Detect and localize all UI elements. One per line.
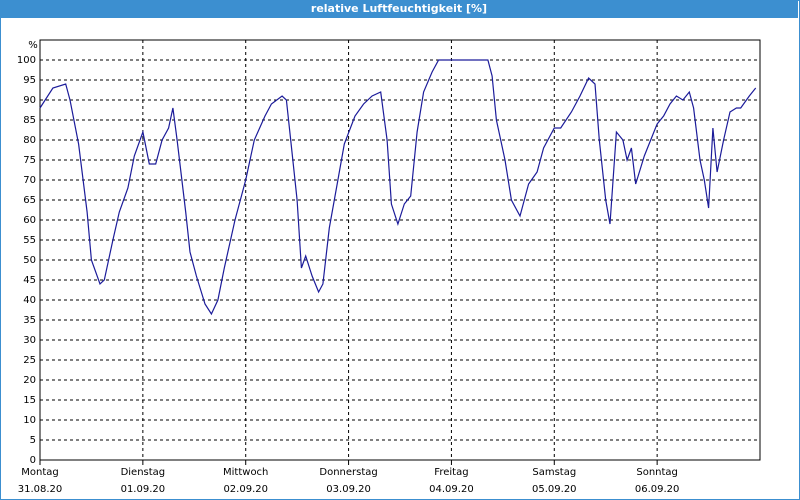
x-tick-label: Samstag	[532, 467, 576, 478]
x-tick-label: Dienstag	[121, 467, 166, 478]
x-tick-date: 06.09.20	[635, 484, 680, 495]
y-tick-label: 85	[23, 115, 36, 126]
y-tick-label: 10	[23, 415, 36, 426]
y-tick-label: 35	[23, 315, 36, 326]
x-tick-label: Mittwoch	[223, 467, 268, 478]
y-tick-label: 70	[23, 175, 36, 186]
data-line	[39, 59, 757, 316]
x-tick-date: 02.09.20	[223, 484, 268, 495]
y-tick-label: 50	[23, 255, 36, 266]
x-tick-date: 31.08.20	[18, 484, 63, 495]
y-tick-label: 90	[23, 95, 36, 106]
y-tick-label: 20	[23, 375, 36, 386]
y-tick-label: 100	[17, 55, 36, 66]
y-tick-label: 15	[23, 395, 36, 406]
y-tick-label: 55	[23, 235, 36, 246]
y-tick-label: 75	[23, 155, 36, 166]
y-tick-label: 60	[23, 215, 36, 226]
y-tick-label: 30	[23, 335, 36, 346]
x-tick-label: Montag	[21, 467, 58, 478]
x-tick-date: 03.09.20	[326, 484, 371, 495]
x-tick-date: 01.09.20	[121, 484, 166, 495]
y-tick-label: 0	[30, 455, 36, 466]
y-tick-label: 65	[23, 195, 36, 206]
y-axis-label: %	[28, 40, 38, 51]
x-tick-date: 05.09.20	[532, 484, 577, 495]
x-tick-label: Freitag	[434, 467, 468, 478]
title-bar: relative Luftfeuchtigkeit [%]	[0, 0, 798, 18]
y-tick-label: 40	[23, 295, 36, 306]
y-tick-label: 95	[23, 75, 36, 86]
y-tick-label: 80	[23, 135, 36, 146]
x-tick-label: Donnerstag	[319, 467, 377, 478]
x-tick-label: Sonntag	[636, 467, 678, 478]
y-tick-label: 5	[30, 435, 36, 446]
y-tick-label: 25	[23, 355, 36, 366]
x-tick-date: 04.09.20	[429, 484, 474, 495]
y-tick-label: 45	[23, 275, 36, 286]
plot-area	[39, 39, 761, 461]
